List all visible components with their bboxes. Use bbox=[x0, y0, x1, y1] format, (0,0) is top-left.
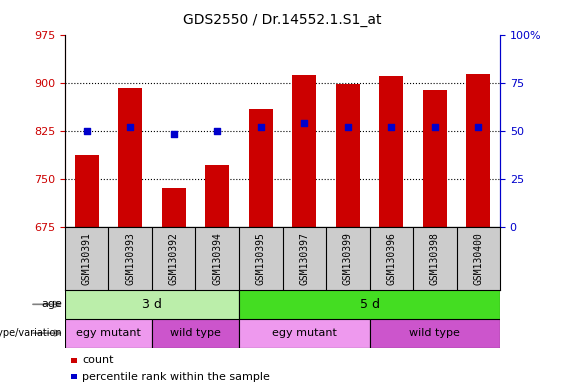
Text: 5 d: 5 d bbox=[359, 298, 380, 311]
Text: egy mutant: egy mutant bbox=[76, 328, 141, 338]
Bar bbox=[205, 165, 229, 227]
Text: GSM130399: GSM130399 bbox=[343, 232, 353, 285]
Bar bbox=[466, 74, 490, 227]
Bar bbox=[423, 90, 447, 227]
Text: count: count bbox=[82, 355, 114, 365]
Point bbox=[212, 127, 221, 134]
Text: percentile rank within the sample: percentile rank within the sample bbox=[82, 372, 270, 382]
Point bbox=[473, 124, 483, 130]
Point bbox=[170, 131, 179, 137]
Text: GSM130395: GSM130395 bbox=[256, 232, 266, 285]
Text: GSM130393: GSM130393 bbox=[125, 232, 135, 285]
Text: GSM130396: GSM130396 bbox=[386, 232, 396, 285]
Bar bbox=[75, 155, 99, 227]
Text: wild type: wild type bbox=[170, 328, 221, 338]
Point bbox=[343, 124, 353, 130]
Text: wild type: wild type bbox=[409, 328, 460, 338]
Point bbox=[299, 120, 308, 126]
Point bbox=[126, 124, 135, 130]
Bar bbox=[379, 76, 403, 227]
Text: GDS2550 / Dr.14552.1.S1_at: GDS2550 / Dr.14552.1.S1_at bbox=[183, 13, 382, 27]
Point bbox=[386, 124, 396, 130]
Bar bbox=[336, 84, 360, 227]
Point bbox=[431, 124, 440, 130]
Text: age: age bbox=[41, 299, 62, 310]
Bar bbox=[249, 109, 273, 227]
Text: GSM130397: GSM130397 bbox=[299, 232, 309, 285]
Bar bbox=[118, 88, 142, 227]
Text: egy mutant: egy mutant bbox=[272, 328, 337, 338]
Bar bbox=[152, 319, 239, 348]
Text: GSM130394: GSM130394 bbox=[212, 232, 222, 285]
Bar bbox=[65, 290, 239, 319]
Bar bbox=[162, 188, 186, 227]
Bar bbox=[239, 319, 370, 348]
Text: GSM130398: GSM130398 bbox=[430, 232, 440, 285]
Text: 3 d: 3 d bbox=[142, 298, 162, 311]
Text: genotype/variation: genotype/variation bbox=[0, 328, 62, 338]
Bar bbox=[65, 319, 152, 348]
Text: GSM130400: GSM130400 bbox=[473, 232, 483, 285]
Bar bbox=[370, 319, 500, 348]
Bar bbox=[239, 290, 500, 319]
Bar bbox=[292, 75, 316, 227]
Text: GSM130392: GSM130392 bbox=[169, 232, 179, 285]
Text: GSM130391: GSM130391 bbox=[82, 232, 92, 285]
Point bbox=[257, 124, 266, 130]
Point bbox=[82, 127, 92, 134]
